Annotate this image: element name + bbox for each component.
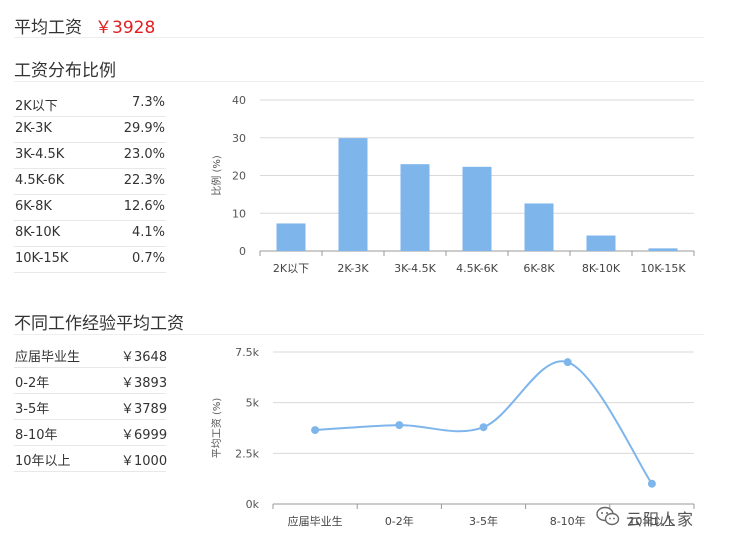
range-label: 4.5K-6K bbox=[15, 173, 65, 188]
salary-value: ￥3893 bbox=[121, 376, 168, 391]
bar bbox=[462, 166, 492, 251]
bar bbox=[338, 138, 368, 251]
y-axis-label: 平均工资 (%) bbox=[211, 398, 223, 459]
x-tick-label: 3-5年 bbox=[469, 514, 498, 528]
y-tick-label: 5k bbox=[246, 397, 260, 410]
table-row: 3K-4.5K 23.0% bbox=[14, 143, 166, 169]
bar bbox=[524, 203, 554, 251]
x-tick-label: 2K-3K bbox=[337, 262, 369, 275]
table-row: 应届毕业生 ￥3648 bbox=[14, 342, 168, 368]
experience-divider bbox=[14, 334, 704, 335]
table-row: 10年以上 ￥1000 bbox=[14, 446, 168, 472]
table-row: 2K-3K 29.9% bbox=[14, 117, 166, 143]
range-label: 10K-15K bbox=[15, 251, 69, 266]
percent-value: 29.9% bbox=[123, 121, 165, 136]
range-label: 2K-3K bbox=[15, 121, 52, 136]
y-tick-label: 10 bbox=[232, 207, 246, 220]
experience-label: 8-10年 bbox=[15, 428, 58, 443]
salary-value: ￥3648 bbox=[121, 350, 168, 365]
data-point bbox=[395, 421, 404, 430]
average-salary-row: 平均工资 ￥3928 bbox=[14, 10, 704, 38]
data-point bbox=[479, 423, 488, 432]
x-tick-label: 0-2年 bbox=[385, 514, 414, 528]
experience-line-chart: 0k 2.5k 5k 7.5k 平均工资 (%) 应届毕业生 0-2年 3-5年 8-10年 10… bbox=[211, 346, 695, 528]
y-tick-label: 7.5k bbox=[235, 346, 259, 359]
experience-label: 3-5年 bbox=[15, 402, 50, 417]
distribution-title: 工资分布比例 bbox=[14, 61, 116, 81]
percent-value: 7.3% bbox=[131, 95, 165, 110]
x-tick-label: 6K-8K bbox=[523, 262, 555, 275]
y-tick-label: 40 bbox=[232, 94, 246, 107]
percent-value: 12.6% bbox=[123, 199, 165, 214]
bar bbox=[586, 235, 616, 251]
data-point bbox=[563, 358, 572, 367]
range-label: 2K以下 bbox=[15, 99, 58, 114]
percent-value: 0.7% bbox=[131, 251, 165, 266]
watermark: 云阳人家 bbox=[596, 504, 712, 530]
x-tick-label: 应届毕业生 bbox=[288, 514, 343, 528]
experience-label: 0-2年 bbox=[15, 376, 50, 391]
experience-label: 应届毕业生 bbox=[15, 350, 81, 365]
table-row: 3-5年 ￥3789 bbox=[14, 394, 168, 420]
table-row: 4.5K-6K 22.3% bbox=[14, 169, 166, 195]
watermark-text: 云阳人家 bbox=[626, 510, 695, 529]
range-label: 6K-8K bbox=[15, 199, 52, 214]
experience-table: 应届毕业生 ￥3648 0-2年 ￥3893 3-5年 ￥3789 8-10年 ￥699… bbox=[14, 342, 168, 472]
distribution-divider bbox=[14, 81, 704, 82]
salary-value: ￥1000 bbox=[121, 454, 168, 469]
series-line bbox=[315, 360, 653, 485]
table-row: 0-2年 ￥3893 bbox=[14, 368, 168, 394]
percent-value: 22.3% bbox=[123, 173, 165, 188]
range-label: 3K-4.5K bbox=[15, 147, 65, 162]
y-tick-label: 0k bbox=[246, 498, 260, 511]
percent-value: 23.0% bbox=[123, 147, 165, 162]
x-tick-label: 8K-10K bbox=[582, 262, 621, 275]
distribution-bar-chart: 0 10 20 30 40 比例 (%) 2K以下 2K-3K 3K-4.5K 4.5K-6K 6K… bbox=[210, 94, 695, 275]
y-tick-label: 2.5k bbox=[235, 447, 259, 460]
bar bbox=[400, 164, 430, 251]
experience-label: 10年以上 bbox=[15, 454, 71, 469]
percent-value: 4.1% bbox=[131, 225, 165, 240]
table-row: 8-10年 ￥6999 bbox=[14, 420, 168, 446]
table-row: 10K-15K 0.7% bbox=[14, 247, 166, 273]
average-salary-label: 平均工资 bbox=[14, 18, 82, 38]
y-tick-label: 20 bbox=[232, 170, 246, 183]
y-tick-label: 0 bbox=[239, 245, 246, 258]
x-tick-label: 8-10年 bbox=[550, 514, 586, 528]
data-point bbox=[647, 479, 656, 488]
bar bbox=[648, 248, 678, 251]
table-row: 2K以下 7.3% bbox=[14, 91, 166, 117]
y-tick-label: 30 bbox=[232, 132, 246, 145]
salary-value: ￥3789 bbox=[121, 402, 168, 417]
table-row: 8K-10K 4.1% bbox=[14, 221, 166, 247]
experience-title: 不同工作经验平均工资 bbox=[14, 314, 184, 334]
x-tick-label: 10K-15K bbox=[640, 262, 686, 275]
bar bbox=[276, 223, 306, 251]
x-tick-label: 4.5K-6K bbox=[456, 262, 499, 275]
distribution-table: 2K以下 7.3% 2K-3K 29.9% 3K-4.5K 23.0% 4.5K-6K… bbox=[14, 91, 166, 273]
data-point bbox=[311, 426, 320, 435]
y-axis-label: 比例 (%) bbox=[210, 155, 223, 196]
x-tick-label: 2K以下 bbox=[273, 262, 309, 275]
table-row: 6K-8K 12.6% bbox=[14, 195, 166, 221]
x-tick-label: 10年以上 bbox=[628, 514, 675, 528]
salary-value: ￥6999 bbox=[121, 428, 168, 443]
range-label: 8K-10K bbox=[15, 225, 61, 240]
x-tick-label: 3K-4.5K bbox=[394, 262, 437, 275]
average-salary-value: ￥3928 bbox=[95, 18, 156, 38]
wechat-icon bbox=[596, 506, 620, 526]
